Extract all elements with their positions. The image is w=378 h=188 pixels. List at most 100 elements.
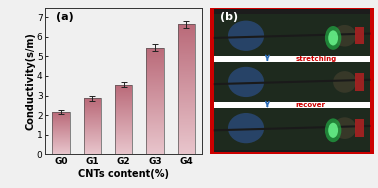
Bar (115, 149, 132, 150)
Bar (84, 104, 101, 105)
Bar (115, 96, 132, 97)
Bar (115, 102, 132, 103)
Bar (178, 83, 195, 84)
Bar (115, 151, 132, 152)
Bar (115, 110, 132, 111)
Bar (146, 102, 164, 103)
Bar (84, 106, 101, 107)
Bar (146, 72, 164, 73)
Bar (178, 73, 195, 74)
Bar (146, 107, 164, 108)
Bar (178, 75, 195, 76)
Bar (178, 61, 195, 62)
Bar (178, 30, 195, 31)
Bar (178, 40, 195, 41)
Bar (146, 130, 164, 131)
Bar (53, 143, 70, 144)
Bar (115, 90, 132, 91)
Bar (115, 136, 132, 137)
Bar (53, 142, 70, 143)
Bar (84, 132, 101, 133)
Bar (84, 129, 101, 130)
Bar (115, 130, 132, 131)
Bar (53, 135, 70, 136)
Bar (146, 69, 164, 70)
Bar (84, 108, 101, 109)
Bar (214, 60, 370, 104)
Bar (146, 129, 164, 130)
Bar (115, 111, 132, 112)
Bar (115, 123, 132, 124)
Bar (178, 48, 195, 49)
Bar (115, 134, 132, 135)
Bar (146, 78, 164, 79)
Bar (53, 113, 70, 114)
Bar (53, 117, 70, 118)
Bar (146, 148, 164, 149)
Bar (146, 51, 164, 52)
Bar (178, 55, 195, 56)
Bar (178, 103, 195, 104)
Bar (178, 118, 195, 119)
Bar (84, 109, 101, 110)
Bar (115, 122, 132, 123)
Bar (146, 126, 164, 127)
Bar (53, 147, 70, 148)
Bar (146, 140, 164, 141)
Bar (84, 138, 101, 139)
Bar (115, 86, 132, 87)
Bar (146, 105, 164, 106)
Bar (84, 123, 101, 124)
Bar (146, 133, 164, 134)
Bar (84, 139, 101, 140)
Bar (84, 99, 101, 100)
Bar (115, 100, 132, 101)
Bar (53, 120, 70, 121)
Bar (115, 147, 132, 148)
Bar (146, 145, 164, 146)
Ellipse shape (333, 25, 356, 47)
Bar (84, 124, 101, 125)
Bar (178, 29, 195, 30)
Bar (115, 117, 132, 118)
Bar (146, 147, 164, 148)
Bar (146, 53, 164, 54)
Bar (84, 128, 101, 129)
Bar (115, 121, 132, 122)
Bar (53, 129, 70, 130)
Bar (355, 120, 364, 137)
Bar (84, 143, 101, 144)
Bar (146, 134, 164, 135)
Bar (178, 129, 195, 130)
Bar (178, 96, 195, 97)
Bar (115, 144, 132, 145)
Bar (115, 145, 132, 146)
Bar (115, 115, 132, 116)
Bar (146, 150, 164, 151)
Bar (115, 120, 132, 121)
Bar (178, 95, 195, 96)
Bar (178, 151, 195, 152)
Bar (146, 125, 164, 126)
Bar (178, 98, 195, 99)
Bar (146, 113, 164, 114)
Bar (115, 139, 132, 140)
Bar (146, 146, 164, 147)
Bar (115, 141, 132, 142)
Bar (178, 107, 195, 108)
Bar (178, 37, 195, 38)
Bar (146, 135, 164, 136)
Bar (115, 106, 132, 107)
Bar (84, 103, 101, 104)
Bar (178, 97, 195, 98)
Bar (84, 145, 101, 146)
Bar (115, 85, 132, 154)
Bar (178, 112, 195, 113)
Bar (178, 25, 195, 26)
Bar (84, 100, 101, 101)
Bar (214, 102, 370, 108)
Bar (146, 49, 164, 50)
Bar (146, 75, 164, 76)
Bar (115, 142, 132, 143)
Bar (146, 86, 164, 87)
